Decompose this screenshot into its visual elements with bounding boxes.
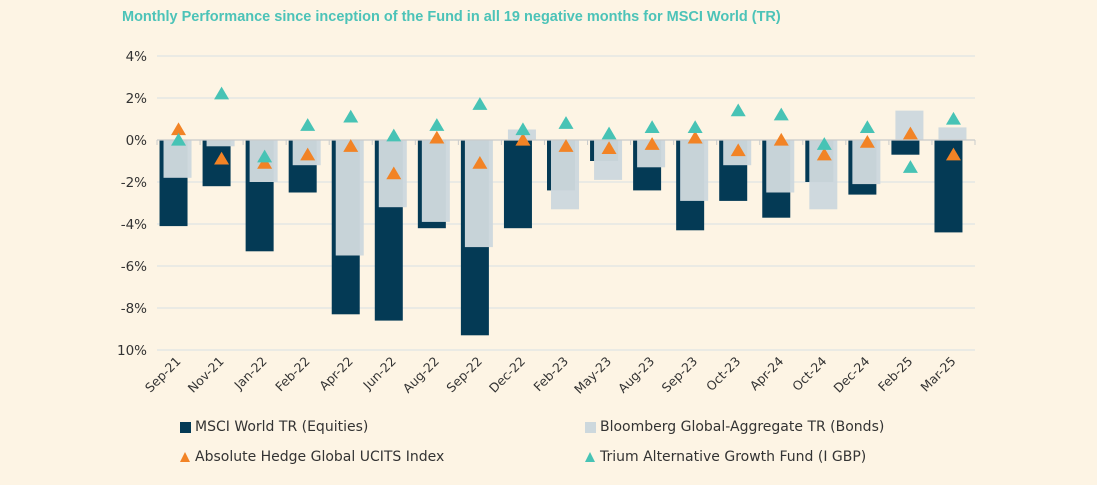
- marker-absolute-hedge: [902, 126, 918, 140]
- marker-absolute-hedge: [859, 134, 875, 148]
- x-tick-label: Jan-22: [230, 354, 269, 393]
- x-tick-label: Sep-23: [659, 354, 701, 396]
- marker-absolute-hedge: [558, 139, 574, 152]
- marker-trium: [257, 149, 273, 163]
- marker-trium: [773, 107, 789, 121]
- x-tick-label: Feb-25: [875, 354, 916, 395]
- x-tick-label: Apr-22: [316, 354, 356, 394]
- chart-title: Monthly Performance since inception of t…: [122, 9, 781, 25]
- marker-trium: [859, 120, 875, 134]
- x-tick-label: Jun-22: [359, 354, 399, 394]
- y-tick-label: -4%: [121, 217, 147, 233]
- marker-absolute-hedge: [730, 143, 746, 157]
- x-tick-label: Oct-24: [789, 353, 829, 393]
- marker-trium: [472, 97, 488, 110]
- x-tick-label: Feb-22: [272, 354, 313, 395]
- marker-trium: [214, 86, 230, 100]
- bar-bonds: [335, 140, 364, 256]
- legend-item-bonds: Bloomberg Global-Aggregate TR (Bonds): [585, 419, 884, 435]
- bar-bonds: [766, 140, 795, 193]
- legend-label: Absolute Hedge Global UCITS Index: [195, 449, 445, 465]
- marker-absolute-hedge: [343, 139, 359, 152]
- y-tick-label: 4%: [126, 49, 148, 65]
- x-tick-label: Aug-23: [615, 354, 657, 396]
- marker-absolute-hedge: [429, 130, 445, 144]
- marker-trium: [687, 120, 703, 134]
- bars: [159, 110, 967, 336]
- marker-absolute-hedge: [945, 147, 961, 161]
- marker-trium: [515, 122, 531, 136]
- legend-swatch-square-icon: [585, 421, 596, 433]
- marker-absolute-hedge: [816, 147, 832, 161]
- y-tick-label: -2%: [121, 175, 147, 191]
- x-tick-label: Dec-22: [486, 354, 528, 396]
- y-tick-label: -6%: [121, 259, 147, 275]
- x-tick-label: May-23: [571, 354, 614, 397]
- x-tick-label: Mar-25: [917, 354, 958, 395]
- x-tick-label: Apr-24: [747, 353, 787, 393]
- x-tick-label: Dec-24: [830, 353, 872, 395]
- legend-label: MSCI World TR (Equities): [195, 419, 369, 435]
- marker-absolute-hedge: [300, 147, 316, 161]
- legend-item-absolute-hedge: Absolute Hedge Global UCITS Index: [180, 449, 444, 465]
- marker-trium: [300, 118, 316, 131]
- marker-absolute-hedge: [214, 151, 230, 165]
- marker-absolute-hedge: [386, 166, 402, 180]
- marker-trium: [816, 137, 832, 150]
- x-tick-label: Sep-22: [443, 354, 485, 396]
- bar-equities: [934, 140, 963, 233]
- x-tick-label: Nov-21: [185, 354, 227, 396]
- marker-absolute-hedge: [773, 132, 789, 146]
- bar-bonds: [163, 140, 192, 178]
- legend-item-equities: MSCI World TR (Equities): [180, 419, 368, 435]
- legend-item-trium: Trium Alternative Growth Fund (I GBP): [585, 449, 866, 465]
- marker-absolute-hedge: [515, 132, 531, 146]
- marker-trium: [558, 116, 574, 129]
- bar-bonds: [680, 140, 709, 201]
- marker-trium: [171, 132, 187, 146]
- legend-swatch-square-icon: [180, 421, 191, 433]
- y-tick-label: 0%: [126, 133, 148, 149]
- y-tick-label: -8%: [121, 301, 147, 317]
- legend-label: Bloomberg Global-Aggregate TR (Bonds): [600, 419, 885, 435]
- bar-equities: [891, 140, 920, 155]
- marker-trium: [730, 103, 746, 117]
- marker-trium: [902, 160, 918, 173]
- marker-trium: [386, 128, 402, 142]
- bar-bonds: [206, 140, 235, 147]
- marker-trium: [601, 126, 617, 140]
- y-tick-label: 10%: [117, 343, 147, 359]
- y-axis-ticks: 4% 2% 0% -2% -4% -6% -8% 10%: [117, 49, 147, 359]
- marker-trium: [343, 109, 359, 123]
- bar-equities: [503, 140, 532, 229]
- x-axis-ticks: Sep-21 Nov-21 Jan-22 Feb-22 Apr-22 Jun-22 Aug-…: [142, 353, 959, 396]
- marker-absolute-hedge: [472, 155, 488, 169]
- x-tick-label: Aug-22: [400, 354, 442, 396]
- marker-absolute-hedge: [171, 122, 187, 136]
- bar-bonds: [464, 140, 493, 248]
- markers: [171, 86, 961, 180]
- bar-bonds: [421, 140, 450, 222]
- legend-triangle-icon: [180, 452, 190, 462]
- bar-bonds: [938, 127, 967, 140]
- x-tick-label: Oct-23: [703, 354, 743, 394]
- marker-trium: [429, 118, 445, 131]
- marker-absolute-hedge: [687, 130, 703, 144]
- x-tick-label: Feb-23: [530, 354, 571, 395]
- marker-trium: [644, 120, 660, 134]
- legend-triangle-icon: [585, 452, 595, 462]
- x-tick-label: Sep-21: [142, 354, 184, 396]
- marker-absolute-hedge: [601, 141, 617, 155]
- marker-absolute-hedge: [644, 137, 660, 150]
- y-tick-label: 2%: [126, 91, 148, 107]
- legend-label: Trium Alternative Growth Fund (I GBP): [600, 449, 867, 465]
- marker-trium: [945, 111, 961, 125]
